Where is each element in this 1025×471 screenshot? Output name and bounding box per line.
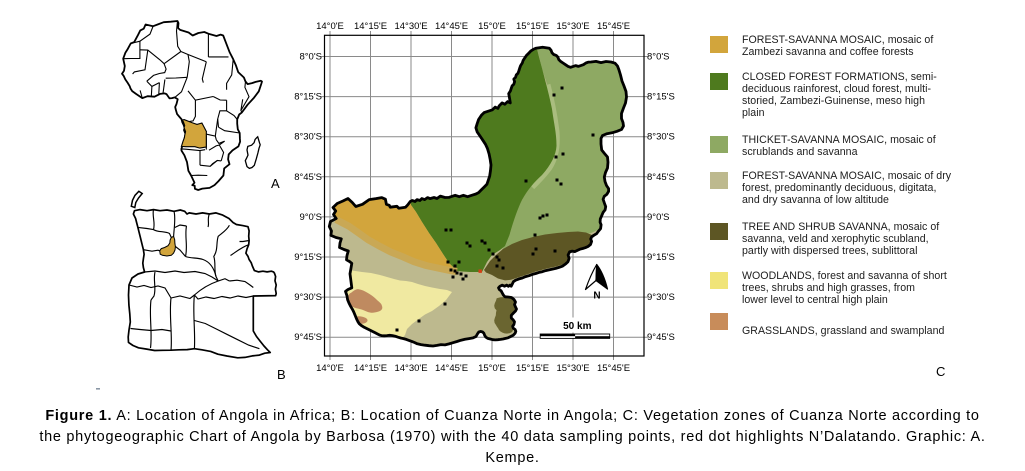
svg-text:50 km: 50 km [563,321,591,332]
svg-text:15°30'E: 15°30'E [556,21,589,32]
svg-text:15°45'E: 15°45'E [597,21,630,32]
svg-text:9°45'S: 9°45'S [294,332,322,343]
svg-text:9°0'S: 9°0'S [647,212,670,223]
svg-text:9°30'S: 9°30'S [647,292,675,303]
svg-text:14°30'E: 14°30'E [394,21,427,32]
svg-text:N: N [593,291,600,302]
svg-text:14°15'E: 14°15'E [354,363,387,374]
svg-text:14°45'E: 14°45'E [435,21,468,32]
svg-text:8°15'S: 8°15'S [294,92,322,103]
svg-text:14°15'E: 14°15'E [354,21,387,32]
svg-text:8°45'S: 8°45'S [294,172,322,183]
svg-text:15°0'E: 15°0'E [478,21,506,32]
svg-text:8°30'S: 8°30'S [647,132,675,143]
svg-text:9°15'S: 9°15'S [294,252,322,263]
svg-text:9°0'S: 9°0'S [299,212,322,223]
svg-text:14°0'E: 14°0'E [316,363,344,374]
svg-text:8°30'S: 8°30'S [294,132,322,143]
svg-text:14°45'E: 14°45'E [435,363,468,374]
svg-text:8°0'S: 8°0'S [299,52,322,63]
svg-text:9°30'S: 9°30'S [294,292,322,303]
svg-text:8°15'S: 8°15'S [647,92,675,103]
svg-text:15°0'E: 15°0'E [478,363,506,374]
svg-text:8°0'S: 8°0'S [647,52,670,63]
svg-text:15°15'E: 15°15'E [516,363,549,374]
svg-text:14°30'E: 14°30'E [394,363,427,374]
svg-text:9°15'S: 9°15'S [647,252,675,263]
svg-text:8°45'S: 8°45'S [647,172,675,183]
svg-text:15°30'E: 15°30'E [556,363,589,374]
svg-text:14°0'E: 14°0'E [316,21,344,32]
svg-text:9°45'S: 9°45'S [647,332,675,343]
svg-text:15°45'E: 15°45'E [597,363,630,374]
svg-text:15°15'E: 15°15'E [516,21,549,32]
